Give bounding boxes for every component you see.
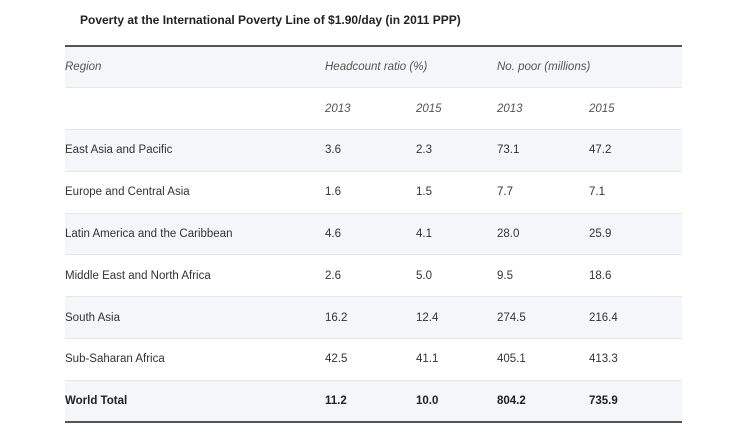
poor-2013-cell: 405.1: [497, 353, 526, 366]
year-header-headcount-2015: 2015: [416, 102, 442, 115]
total-poor-2015: 735.9: [589, 395, 618, 408]
total-headcount-2013: 11.2: [325, 395, 347, 408]
total-row: World Total 11.2 10.0 804.2 735.9: [65, 380, 682, 423]
poor-2013-cell: 73.1: [497, 144, 520, 157]
year-header-poor-2015: 2015: [589, 102, 615, 115]
poor-2013-cell: 274.5: [497, 311, 526, 324]
table-row: Latin America and the Caribbean 4.6 4.1 …: [65, 213, 682, 255]
region-header: Region: [65, 61, 102, 74]
table-row: Sub-Saharan Africa 42.5 41.1 405.1 413.3: [65, 338, 682, 381]
poor-2013-cell: 7.7: [497, 186, 513, 199]
year-header-headcount-2013: 2013: [325, 102, 351, 115]
poor-2013-cell: 28.0: [497, 228, 520, 241]
headcount-header: Headcount ratio (%): [325, 61, 428, 74]
poor-2015-cell: 413.3: [589, 353, 618, 366]
poor-2015-cell: 18.6: [589, 269, 612, 282]
headcount-2013-cell: 1.6: [325, 186, 341, 199]
poverty-table: Region Headcount ratio (%) No. poor (mil…: [65, 45, 682, 423]
poor-2015-cell: 25.9: [589, 228, 612, 241]
headcount-2015-cell: 41.1: [416, 353, 439, 366]
headcount-2013-cell: 16.2: [325, 311, 348, 324]
header-row: Region Headcount ratio (%) No. poor (mil…: [65, 46, 682, 88]
table-row: East Asia and Pacific 3.6 2.3 73.1 47.2: [65, 129, 682, 172]
region-cell: Europe and Central Asia: [65, 186, 190, 199]
headcount-2015-cell: 12.4: [416, 311, 439, 324]
headcount-2013-cell: 2.6: [325, 269, 341, 282]
headcount-2013-cell: 42.5: [325, 353, 348, 366]
headcount-2015-cell: 2.3: [416, 144, 432, 157]
year-header-poor-2013: 2013: [497, 102, 523, 115]
table-row: Europe and Central Asia 1.6 1.5 7.7 7.1: [65, 171, 682, 213]
table-title: Poverty at the International Poverty Lin…: [80, 13, 461, 27]
headcount-2015-cell: 4.1: [416, 228, 432, 241]
poor-header: No. poor (millions): [497, 61, 591, 74]
headcount-2015-cell: 5.0: [416, 269, 432, 282]
headcount-2013-cell: 3.6: [325, 144, 341, 157]
region-header-spacer: [65, 88, 325, 130]
region-cell: South Asia: [65, 311, 120, 324]
region-cell: Sub-Saharan Africa: [65, 353, 165, 366]
table-row: South Asia 16.2 12.4 274.5 216.4: [65, 296, 682, 339]
region-cell: Middle East and North Africa: [65, 269, 211, 282]
table-row: Middle East and North Africa 2.6 5.0 9.5…: [65, 254, 682, 297]
poor-2013-cell: 9.5: [497, 269, 513, 282]
total-label: World Total: [65, 395, 128, 408]
year-header-row: 2013 2015 2013 2015: [65, 87, 682, 130]
total-headcount-2015: 10.0: [416, 395, 439, 408]
headcount-2015-cell: 1.5: [416, 186, 432, 199]
poor-2015-cell: 47.2: [589, 144, 612, 157]
poor-2015-cell: 7.1: [589, 186, 605, 199]
region-cell: Latin America and the Caribbean: [65, 228, 233, 241]
region-cell: East Asia and Pacific: [65, 144, 173, 157]
poor-2015-cell: 216.4: [589, 311, 618, 324]
total-poor-2013: 804.2: [497, 395, 526, 408]
headcount-2013-cell: 4.6: [325, 228, 341, 241]
